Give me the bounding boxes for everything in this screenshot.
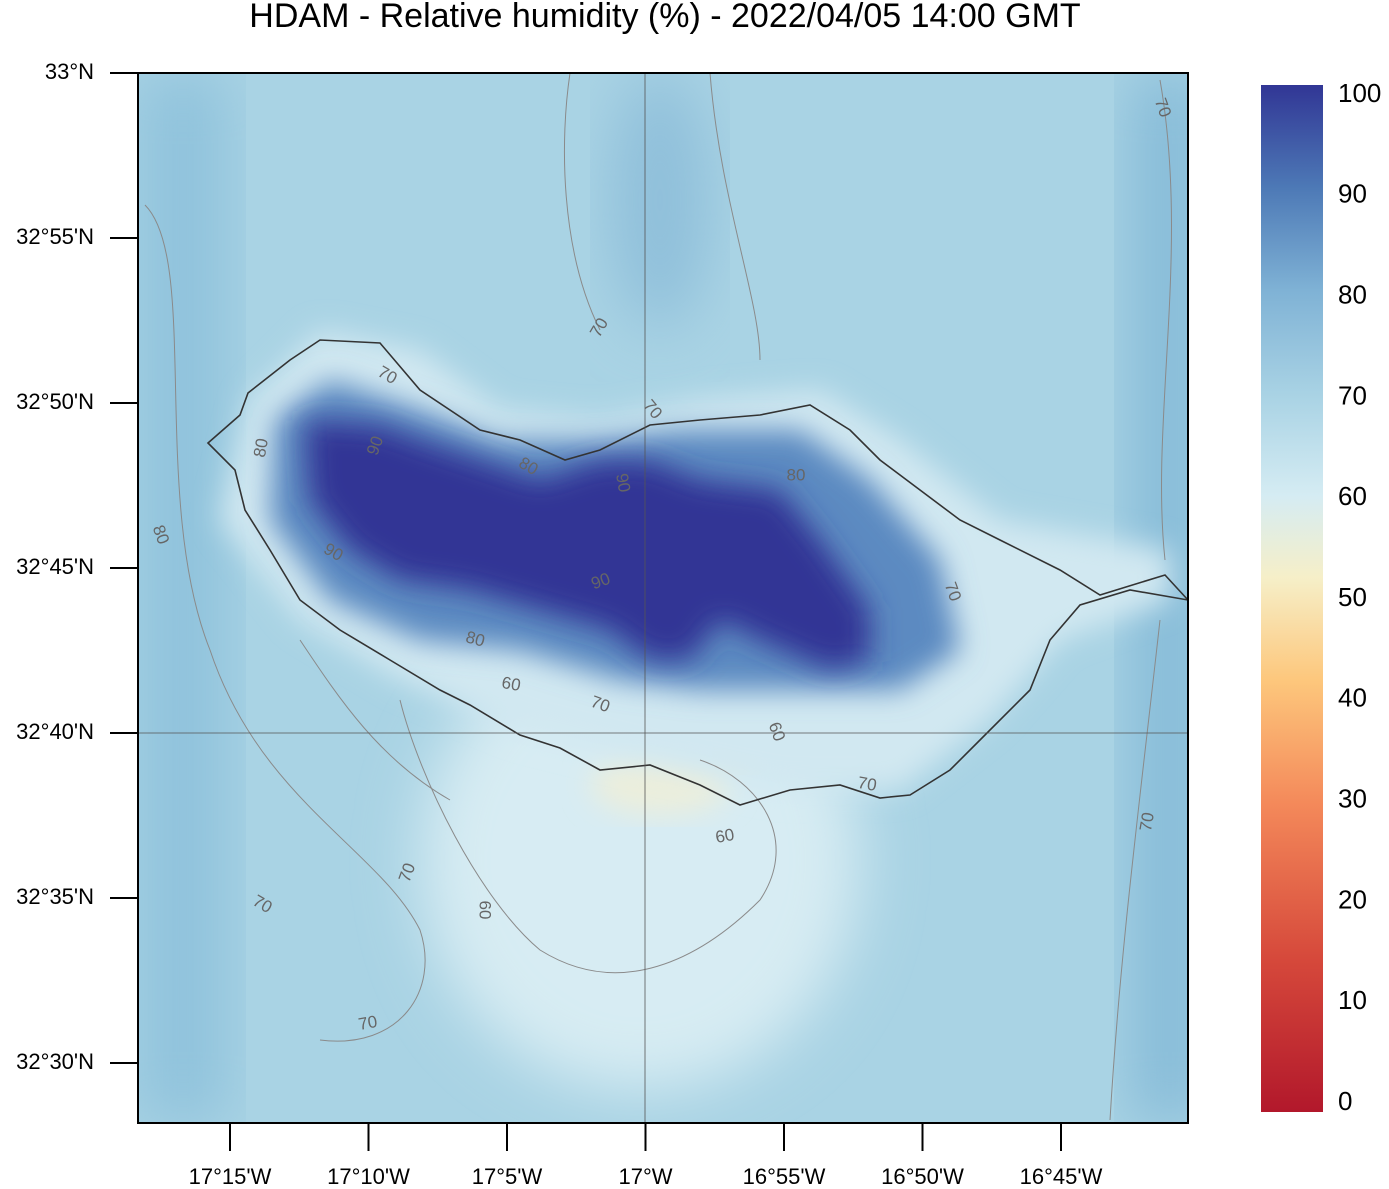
contour-label: 70 bbox=[357, 1012, 379, 1034]
colorbar-tick-label: 0 bbox=[1338, 1086, 1352, 1116]
colorbar-tick-label: 70 bbox=[1338, 380, 1367, 410]
colorbar-tick-label: 90 bbox=[1338, 179, 1367, 209]
colorbar-tick-label: 10 bbox=[1338, 985, 1367, 1015]
lat-tick-label: 32°30'N bbox=[16, 1049, 94, 1074]
contour-line bbox=[709, 73, 761, 361]
lon-tick-label: 17°10'W bbox=[327, 1164, 410, 1189]
field-moist-north bbox=[610, 73, 710, 330]
contour-label: 60 bbox=[476, 901, 495, 920]
colorbar-tick-label: 40 bbox=[1338, 683, 1367, 713]
lat-tick-label: 32°55'N bbox=[16, 224, 94, 249]
contour-line bbox=[144, 204, 426, 1042]
lon-tick-label: 16°55'W bbox=[743, 1164, 826, 1189]
contour-label: 80 bbox=[787, 465, 806, 484]
field-west bbox=[138, 73, 228, 1123]
contour-label: 80 bbox=[250, 437, 272, 459]
map-title: HDAM - Relative humidity (%) - 2022/04/0… bbox=[249, 0, 1080, 35]
contours bbox=[144, 73, 1172, 1121]
lon-tick-label: 17°W bbox=[618, 1164, 672, 1189]
colorbar bbox=[1261, 85, 1323, 1112]
lon-tick-label: 17°5'W bbox=[472, 1164, 543, 1189]
lon-tick-label: 16°45'W bbox=[1020, 1164, 1103, 1189]
contour-label: 60 bbox=[714, 825, 736, 847]
colorbar-tick-label: 80 bbox=[1338, 279, 1367, 309]
contour-line bbox=[1159, 79, 1172, 561]
lat-tick-label: 33°N bbox=[45, 59, 94, 84]
colorbar-tick-label: 60 bbox=[1338, 481, 1367, 511]
contour-label: 90 bbox=[612, 472, 634, 494]
lon-tick-label: 17°15'W bbox=[189, 1164, 272, 1189]
contour-label: 70 bbox=[856, 773, 878, 795]
lon-tick-label: 16°50'W bbox=[881, 1164, 964, 1189]
contour-label: 60 bbox=[500, 673, 522, 695]
contour-label: 80 bbox=[464, 627, 487, 650]
lat-tick-label: 32°35'N bbox=[16, 884, 94, 909]
contour-line bbox=[1109, 619, 1161, 1121]
coastline bbox=[206, 339, 1188, 806]
field-saturated bbox=[305, 420, 870, 670]
latitude-axis: 33°N 32°55'N 32°50'N 32°45'N 32°40'N 32°35'N 3… bbox=[16, 59, 138, 1074]
colorbar-tick-label: 50 bbox=[1338, 582, 1367, 612]
contour-line bbox=[399, 699, 777, 974]
colorbar-tick-label: 20 bbox=[1338, 884, 1367, 914]
longitude-axis: 17°15'W 17°10'W 17°5'W 17°W 16°55'W 16°50'W 16… bbox=[189, 1123, 1103, 1189]
lat-tick-label: 32°40'N bbox=[16, 719, 94, 744]
map-frame bbox=[137, 72, 1189, 1124]
colorbar-tick-label: 30 bbox=[1338, 783, 1367, 813]
colorbar-ticks: 0 10 20 30 40 50 60 70 80 90 100 bbox=[1338, 78, 1381, 1116]
colorbar-tick-label: 100 bbox=[1338, 78, 1381, 108]
contour-line bbox=[563, 73, 601, 331]
lat-tick-label: 32°45'N bbox=[16, 554, 94, 579]
lat-tick-label: 32°50'N bbox=[16, 389, 94, 414]
contour-label: 70 bbox=[1136, 811, 1158, 833]
contour-line bbox=[299, 639, 451, 801]
